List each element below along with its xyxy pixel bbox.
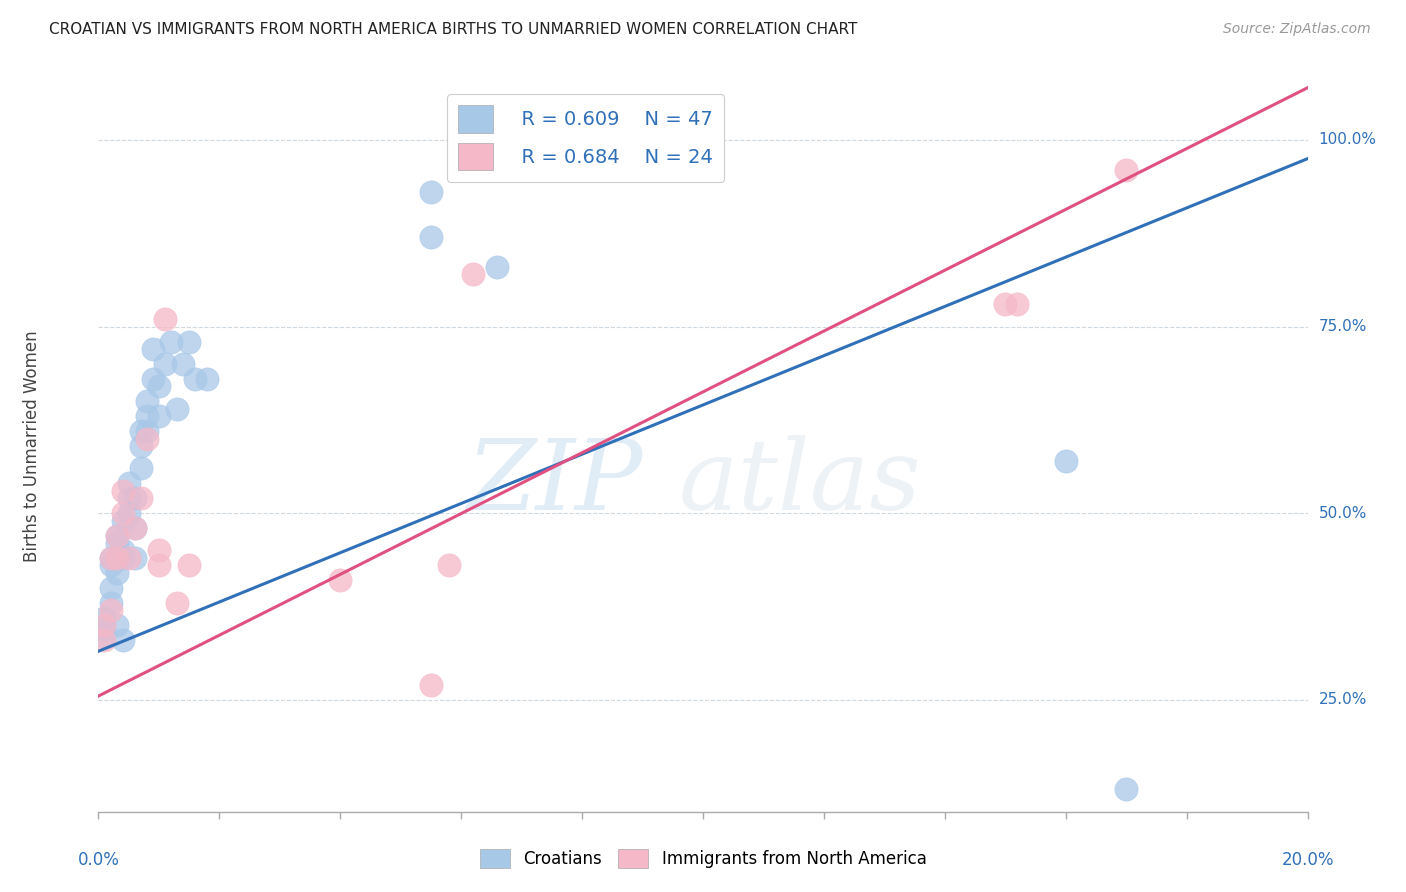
Point [111,514,134,528]
Legend: Croatians, Immigrants from North America: Croatians, Immigrants from North America [472,842,934,875]
Point [111,551,134,566]
Point [994,297,1017,311]
Point [105,618,128,632]
Point [105,551,128,566]
Point [93,629,115,643]
Point [148,379,170,393]
Point [166,596,188,610]
Point [118,476,141,491]
Text: 20.0%: 20.0% [1281,851,1334,869]
Point [153,357,176,371]
Point [148,558,170,573]
Point [420,678,443,692]
Point [111,506,134,520]
Point [100,551,122,566]
Point [1007,297,1029,311]
Point [93,633,115,648]
Point [100,596,122,610]
Point [437,558,460,573]
Point [148,409,170,424]
Point [105,528,128,542]
Text: 0.0%: 0.0% [77,851,120,869]
Point [100,551,122,566]
Point [179,334,201,349]
Point [100,558,122,573]
Point [118,551,141,566]
Point [129,424,152,438]
Text: 50.0%: 50.0% [1319,506,1367,521]
Point [172,357,194,371]
Point [100,581,122,595]
Point [179,558,201,573]
Point [481,155,503,169]
Point [111,633,134,648]
Point [463,162,485,177]
Point [129,461,152,475]
Point [481,155,503,169]
Text: ZIP: ZIP [467,435,643,530]
Point [111,543,134,558]
Text: Source: ZipAtlas.com: Source: ZipAtlas.com [1223,22,1371,37]
Point [124,491,146,506]
Point [105,551,128,566]
Point [486,260,509,274]
Point [160,334,183,349]
Point [124,521,146,535]
Point [100,603,122,617]
Point [129,491,152,506]
Point [118,506,141,520]
Point [1115,162,1137,177]
Point [93,622,115,636]
Point [124,551,146,566]
Point [111,483,134,498]
Point [135,424,157,438]
Point [148,543,170,558]
Text: atlas: atlas [679,435,921,530]
Point [1115,782,1137,797]
Point [129,439,152,453]
Point [329,574,352,588]
Point [142,342,165,356]
Text: 75.0%: 75.0% [1319,319,1367,334]
Point [142,372,165,386]
Point [1054,454,1077,468]
Point [135,394,157,409]
Text: CROATIAN VS IMMIGRANTS FROM NORTH AMERICA BIRTHS TO UNMARRIED WOMEN CORRELATION : CROATIAN VS IMMIGRANTS FROM NORTH AMERIC… [49,22,858,37]
Text: Births to Unmarried Women: Births to Unmarried Women [22,330,41,562]
Point [184,372,207,386]
Point [463,268,485,282]
Point [124,521,146,535]
Point [420,230,443,244]
Point [420,186,443,200]
Text: 100.0%: 100.0% [1319,133,1376,147]
Point [166,401,188,416]
Point [93,618,115,632]
Point [135,432,157,446]
Point [105,566,128,580]
Point [153,312,176,326]
Point [195,372,218,386]
Legend:   R = 0.609    N = 47,   R = 0.684    N = 24: R = 0.609 N = 47, R = 0.684 N = 24 [447,94,724,182]
Point [118,491,141,506]
Point [105,536,128,550]
Point [105,528,128,542]
Text: 25.0%: 25.0% [1319,692,1367,707]
Point [93,610,115,624]
Point [135,409,157,424]
